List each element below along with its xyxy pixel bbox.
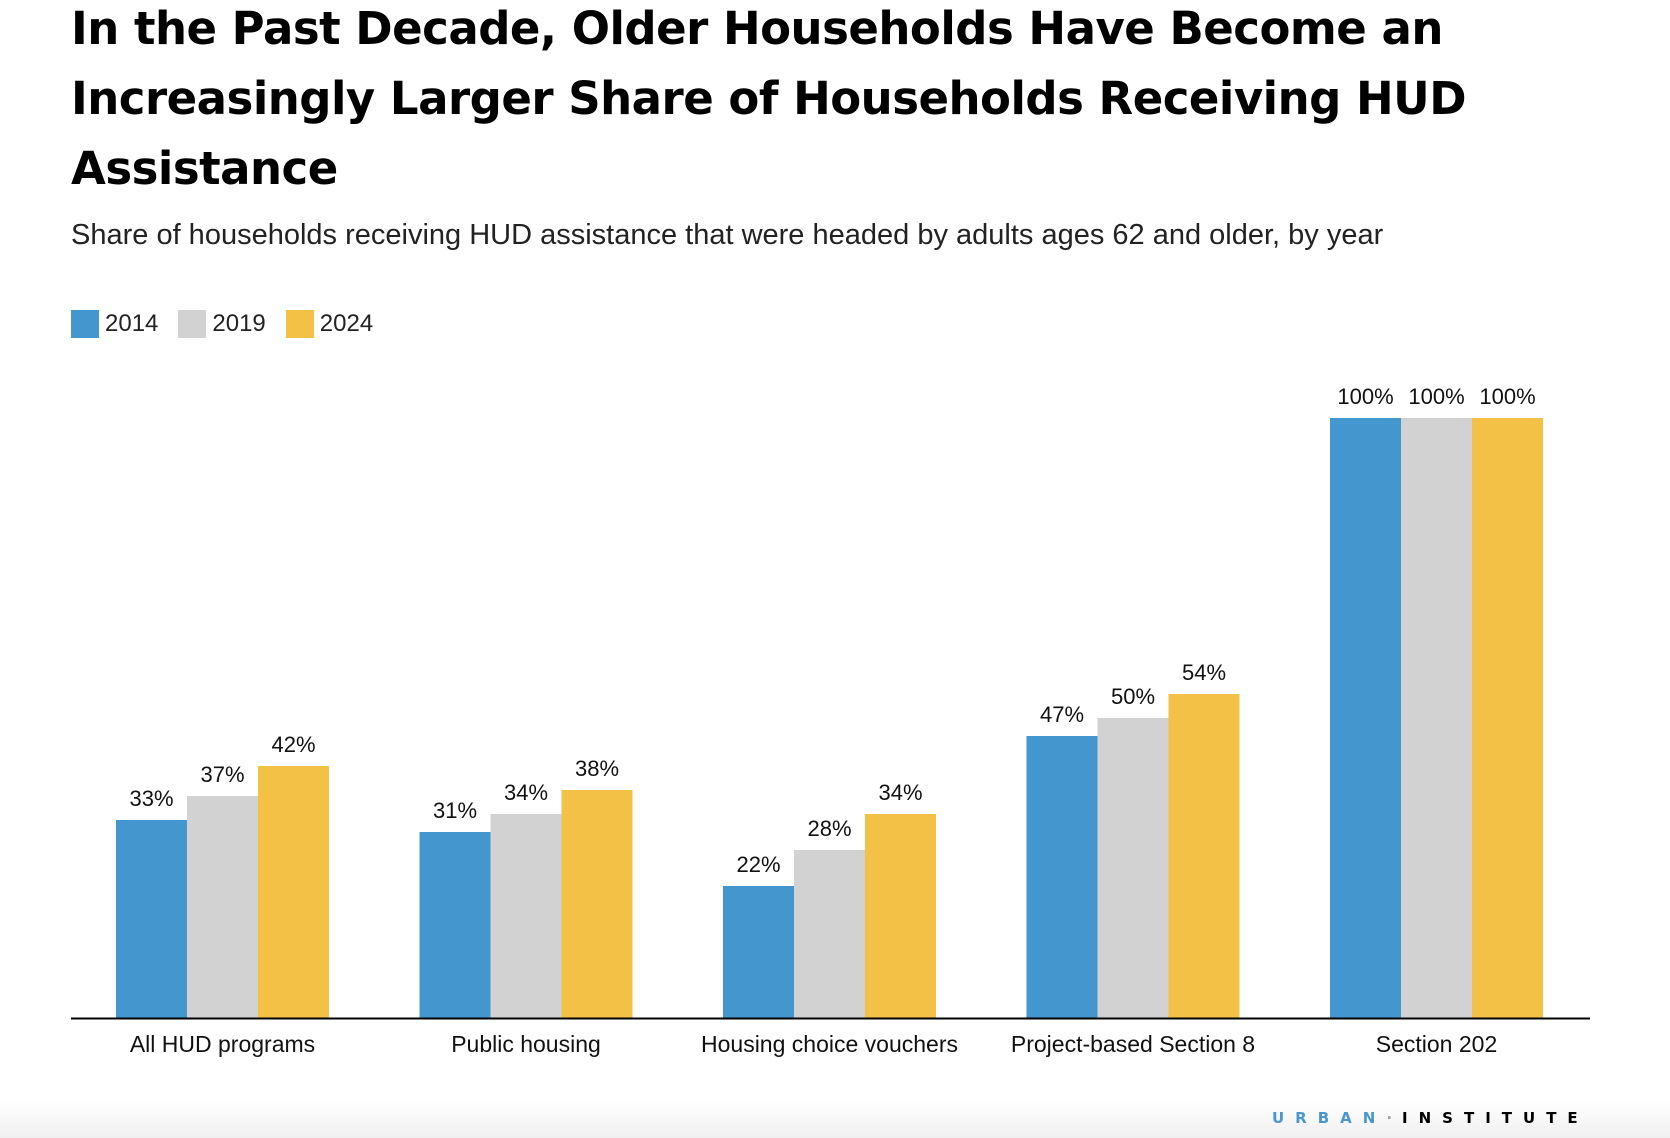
legend-swatch-2014 <box>71 310 99 338</box>
bar-2024-4 <box>1472 418 1543 1018</box>
bar-2024-1 <box>561 790 633 1018</box>
chart-title: In the Past Decade, Older Households Hav… <box>71 2 1467 195</box>
data-label-2019-2: 28% <box>807 816 851 841</box>
data-label-2019-3: 50% <box>1111 684 1155 709</box>
bar-2014-0 <box>116 820 187 1018</box>
legend-item-2024: 2024 <box>285 310 374 338</box>
bar-2024-0 <box>258 766 329 1018</box>
bar-2014-2 <box>723 886 794 1018</box>
legend-item-2014: 2014 <box>71 310 158 338</box>
data-label-2014-4: 100% <box>1337 384 1393 409</box>
bar-2019-3 <box>1097 718 1169 1018</box>
data-label-2024-4: 100% <box>1479 384 1535 409</box>
data-label-2024-0: 42% <box>271 732 315 757</box>
category-label-0: All HUD programs <box>130 1031 315 1057</box>
bar-2024-3 <box>1168 694 1240 1018</box>
logo-separator: · <box>1386 1109 1403 1127</box>
data-label-2019-1: 34% <box>504 780 548 805</box>
legend-swatch-2019 <box>178 310 207 338</box>
data-label-2024-3: 54% <box>1182 660 1226 685</box>
data-label-2014-1: 31% <box>433 798 477 823</box>
data-label-2014-0: 33% <box>129 786 173 811</box>
bar-2019-2 <box>794 850 865 1018</box>
bar-2019-1 <box>490 814 562 1018</box>
urban-institute-logo: URBAN·INSTITUTE <box>1272 1109 1589 1127</box>
category-label-3: Project-based Section 8 <box>1011 1031 1255 1057</box>
data-label-2019-0: 37% <box>200 762 244 787</box>
logo-urban: URBAN <box>1272 1109 1387 1127</box>
bar-2019-4 <box>1401 418 1472 1018</box>
data-label-2024-2: 34% <box>878 780 922 805</box>
bar-2024-2 <box>865 814 936 1018</box>
legend-label-2019: 2019 <box>212 310 266 337</box>
bar-2019-0 <box>187 796 258 1018</box>
data-label-2014-2: 22% <box>736 852 780 877</box>
footer-shade <box>0 1100 1670 1138</box>
chart-subtitle: Share of households receiving HUD assist… <box>71 219 1384 251</box>
bar-2014-4 <box>1330 418 1401 1018</box>
data-label-2024-1: 38% <box>575 756 619 781</box>
legend-label-2024: 2024 <box>319 310 374 337</box>
data-label-2014-3: 47% <box>1040 702 1084 727</box>
category-label-1: Public housing <box>451 1031 601 1057</box>
legend: 2014 2019 2024 <box>71 309 393 339</box>
legend-item-2019: 2019 <box>178 310 266 338</box>
bar-2014-1 <box>419 832 491 1018</box>
category-label-2: Housing choice vouchers <box>701 1031 958 1057</box>
bar-2014-3 <box>1026 736 1098 1018</box>
data-label-2019-4: 100% <box>1408 384 1464 409</box>
logo-institute: INSTITUTE <box>1402 1109 1589 1127</box>
legend-label-2014: 2014 <box>105 310 159 337</box>
category-label-4: Section 202 <box>1376 1031 1497 1057</box>
legend-swatch-2024 <box>285 310 314 338</box>
